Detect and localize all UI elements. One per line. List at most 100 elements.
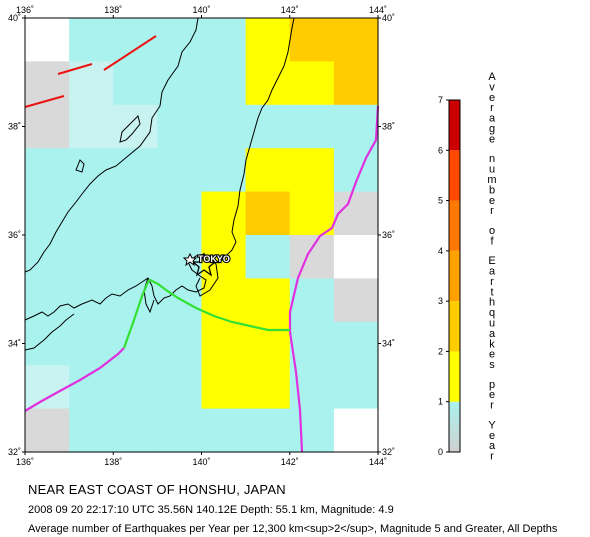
legend-title-char: m	[487, 174, 496, 186]
legend-title-char: e	[489, 133, 495, 145]
grid-cell	[157, 148, 203, 193]
grid-cell	[201, 148, 247, 193]
latitude-tick-label: 38˚	[8, 122, 21, 132]
grid-cell	[245, 408, 291, 453]
legend-title-char: a	[489, 265, 496, 277]
grid-cell	[69, 365, 114, 410]
epicenter-star-icon	[191, 252, 217, 277]
longitude-tick-label: 140˚	[192, 457, 210, 467]
legend-title-char: e	[489, 195, 495, 207]
legend-color-swatch	[449, 301, 460, 352]
grid-cell	[69, 235, 114, 279]
grid-cell	[69, 191, 114, 236]
sado-island	[119, 115, 141, 143]
grid-cell	[113, 191, 158, 236]
legend-title-char: n	[489, 153, 495, 165]
grid-cell	[333, 148, 379, 193]
latitude-tick-label: 36˚	[382, 230, 395, 240]
grid-cell	[289, 408, 335, 453]
grid-cell	[289, 191, 335, 236]
legend-title-char: k	[489, 338, 495, 350]
legend-tick-label: 1	[438, 397, 443, 407]
longitude-tick-label: 142˚	[281, 5, 299, 15]
kii-coast	[24, 313, 75, 351]
legend-title-char: u	[489, 164, 495, 176]
grid-cell	[245, 18, 291, 62]
legend-tick-label: 6	[438, 145, 443, 155]
latitude-tick-label: 34˚	[382, 339, 395, 349]
latitude-tick-label: 36˚	[8, 230, 21, 240]
coastlines	[24, 17, 295, 351]
boso-peninsula-coast	[195, 253, 219, 297]
legend-title-char: q	[489, 307, 495, 319]
grid-cell	[201, 235, 247, 279]
japan-trench	[288, 105, 380, 453]
longitude-tick-label: 136˚	[16, 457, 34, 467]
grid-cell	[245, 321, 291, 366]
plate-boundary	[122, 278, 290, 349]
event-details: 2008 09 20 22:17:10 UTC 35.56N 140.12E D…	[28, 504, 394, 516]
grid-cell	[157, 61, 203, 106]
legend: 01234567AveragenumberofEarthquakesperYea…	[438, 71, 497, 463]
grid-cell	[157, 365, 203, 410]
grid-cell	[113, 148, 158, 193]
grid-cell	[289, 235, 335, 279]
grid-cell	[333, 104, 379, 149]
grid-cell	[245, 365, 291, 410]
grid-cell	[289, 18, 335, 62]
grid-cell	[69, 18, 114, 62]
legend-title-char: Y	[488, 419, 496, 431]
legend-title-char: e	[489, 430, 495, 442]
legend-tick-label: 2	[438, 346, 443, 356]
grid-cell	[333, 321, 379, 366]
grid-cell	[25, 18, 70, 62]
grid-cell	[113, 321, 158, 366]
axis-labels: 136˚ 136˚ 138˚ 138˚ 140˚ 140˚ 142˚ 142˚ 144˚ 144˚…	[8, 5, 395, 467]
legend-title-char: h	[489, 297, 495, 309]
legend-title-char: a	[489, 328, 496, 340]
grid-cell	[25, 61, 70, 106]
grid-cell	[201, 365, 247, 410]
grid-cell	[25, 104, 70, 149]
latitude-tick-label: 38˚	[382, 122, 395, 132]
grid-cell	[25, 148, 70, 193]
fault-segment	[24, 95, 65, 108]
grid-cell	[201, 191, 247, 236]
map-description: Average number of Earthquakes per Year p…	[28, 523, 558, 535]
grid-cell	[157, 191, 203, 236]
grid-cell	[289, 148, 335, 193]
legend-title-char: r	[490, 400, 494, 412]
latitude-tick-label: 32˚	[8, 447, 21, 457]
grid-cell	[289, 61, 335, 106]
legend-title-char: A	[488, 71, 496, 83]
legend-tick-label: 5	[438, 196, 443, 206]
longitude-tick-label: 138˚	[104, 457, 122, 467]
region-title: NEAR EAST COAST OF HONSHU, JAPAN	[28, 482, 286, 497]
grid-cell	[333, 18, 379, 62]
grid-cell	[157, 18, 203, 62]
latitude-tick-label: 34˚	[8, 339, 21, 349]
legend-title-char: r	[490, 276, 494, 288]
grid-cell	[333, 191, 379, 236]
legend-title-char: e	[489, 389, 495, 401]
legend-color-swatch	[449, 351, 460, 402]
legend-title-char: E	[488, 255, 495, 267]
latitude-tick-label: 40˚	[8, 13, 21, 23]
trench-lines	[24, 105, 380, 453]
seismicity-grid	[25, 18, 379, 453]
legend-title-char: s	[489, 359, 495, 371]
legend-title-char: t	[490, 286, 493, 298]
grid-cell	[201, 408, 247, 453]
legend-frame	[448, 99, 461, 453]
nankai-trough	[24, 347, 125, 412]
legend-title-char: a	[489, 113, 496, 125]
grid-cell	[25, 365, 70, 410]
longitude-tick-label: 144˚	[369, 457, 387, 467]
grid-cell	[201, 61, 247, 106]
fault-segment	[57, 63, 93, 75]
legend-title-char: o	[489, 225, 495, 237]
longitude-tick-label: 138˚	[104, 5, 122, 15]
legend-tick-label: 7	[438, 95, 443, 105]
legend-title-char: p	[489, 379, 495, 391]
grid-cell	[245, 278, 291, 323]
